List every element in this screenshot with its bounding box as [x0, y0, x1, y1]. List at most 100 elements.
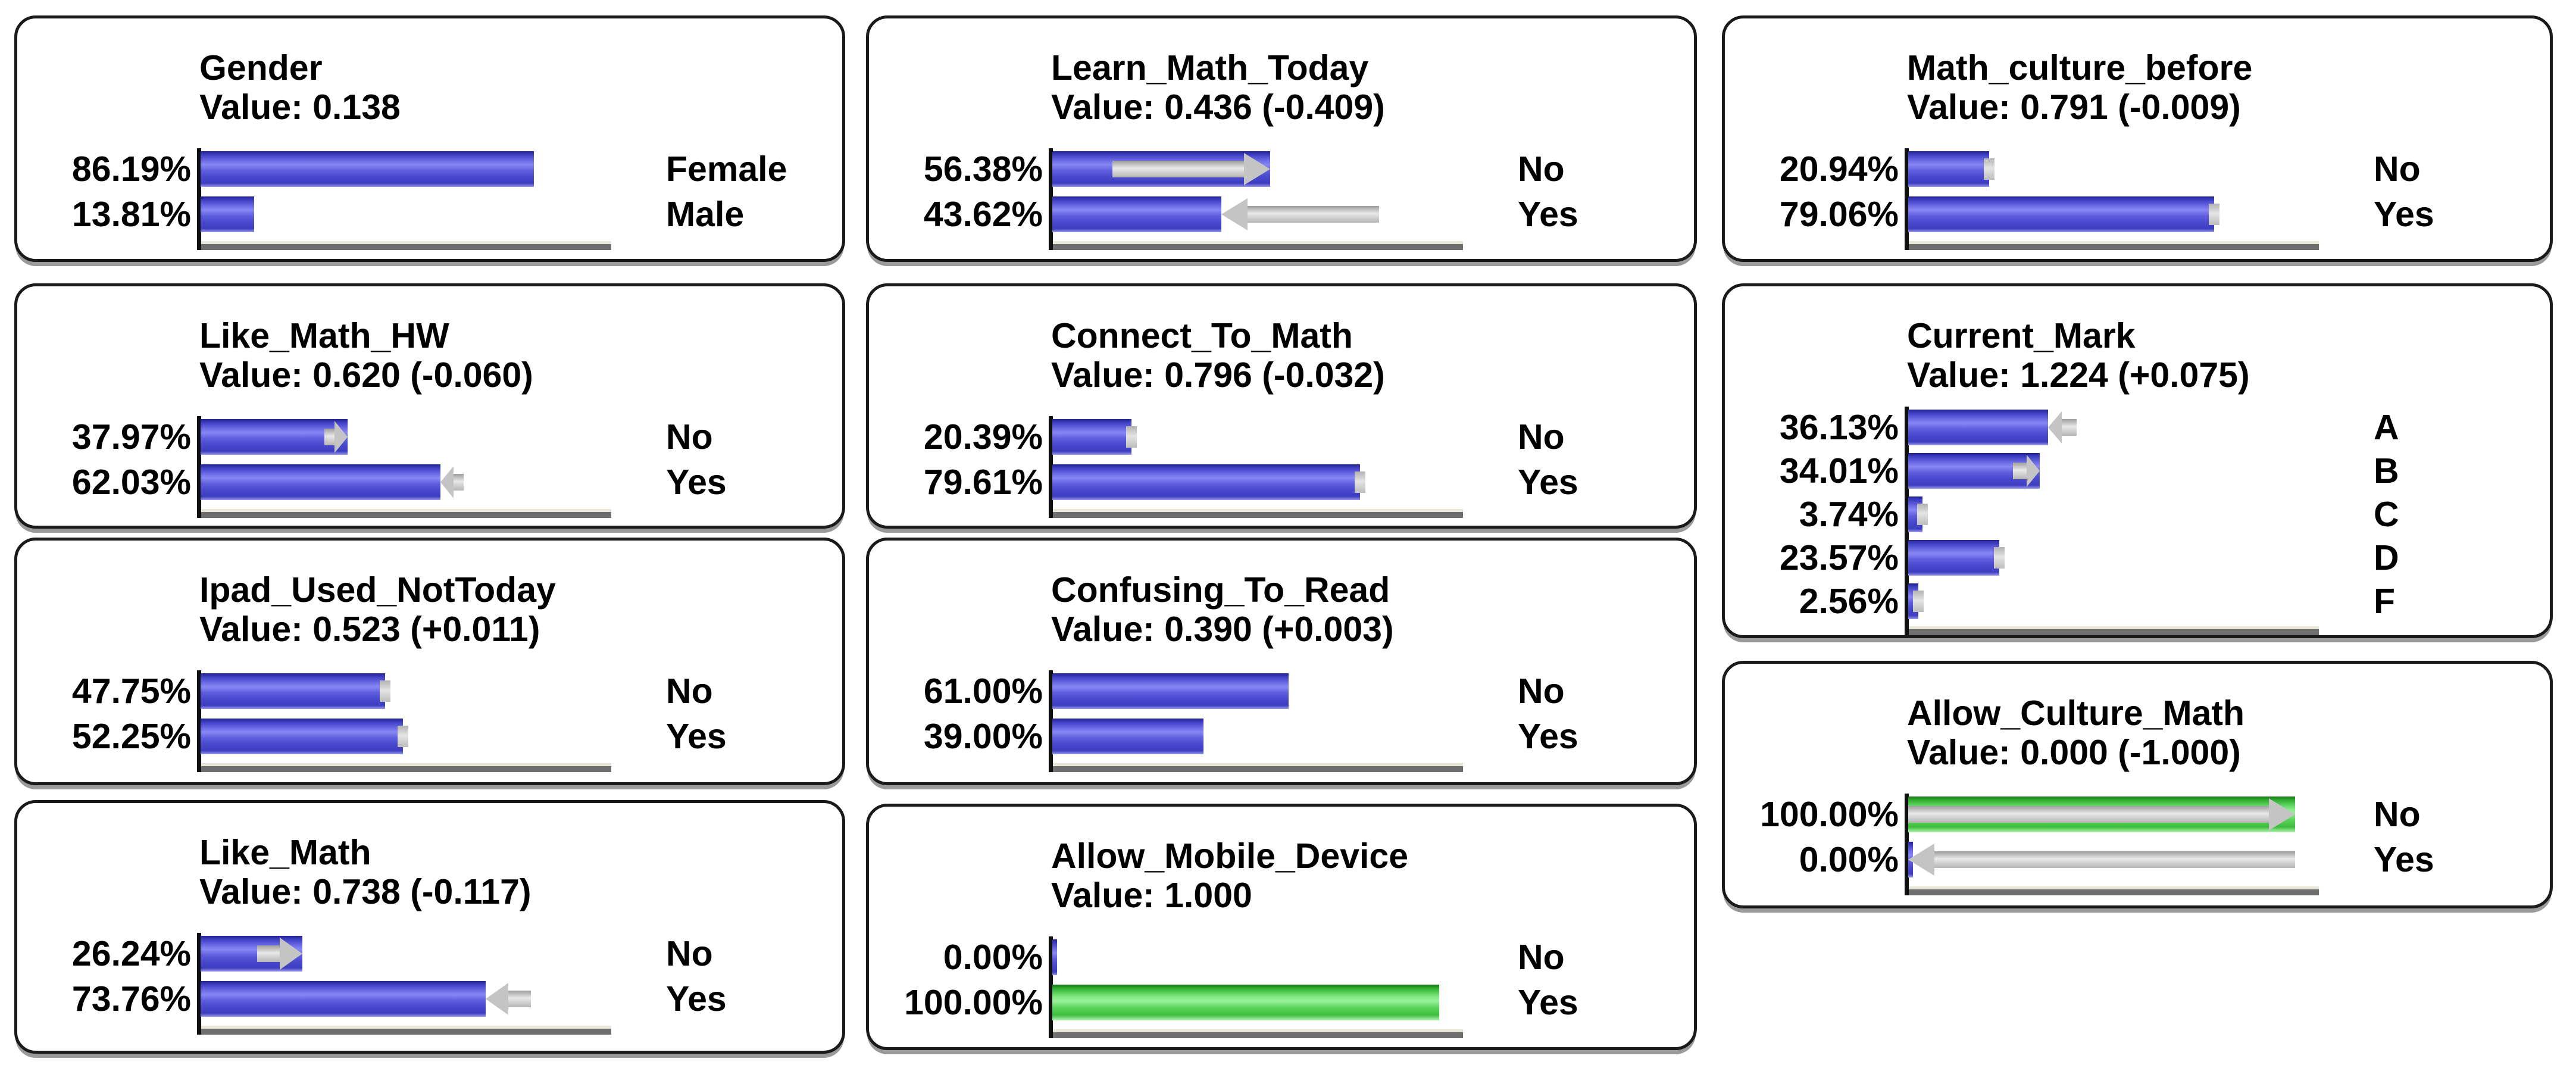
- probability-bar-track[interactable]: [1052, 673, 1439, 710]
- probability-bar[interactable]: [201, 719, 403, 754]
- probability-bar-track[interactable]: [1908, 196, 2295, 233]
- probability-bar[interactable]: [201, 419, 348, 455]
- change-tick-icon: [397, 726, 408, 747]
- probability-bar[interactable]: [1052, 939, 1057, 975]
- probability-bar-track[interactable]: [201, 418, 587, 455]
- probability-bar[interactable]: [1908, 410, 2048, 445]
- node-name: Confusing_To_Read: [1051, 570, 1390, 610]
- probability-bar-track[interactable]: [1052, 464, 1439, 501]
- probability-bar-track[interactable]: [1908, 841, 2295, 878]
- probability-label: 37.97%: [71, 417, 191, 457]
- probability-bar[interactable]: [1052, 419, 1131, 455]
- state-row: 56.38% No: [881, 151, 1694, 188]
- probability-bar-track[interactable]: [1908, 452, 2295, 489]
- state-row: 20.39% No: [881, 418, 1694, 455]
- probability-label: 20.94%: [1779, 149, 1899, 189]
- probability-label: 36.13%: [1779, 408, 1899, 447]
- state-row: 52.25% Yes: [29, 718, 842, 755]
- probability-bar[interactable]: [1052, 985, 1439, 1020]
- probability-bar[interactable]: [1052, 196, 1221, 232]
- state-row: 34.01% B: [1737, 451, 2550, 491]
- node-panel-ipad-used-nottoday[interactable]: Ipad_Used_NotToday Value: 0.523 (+0.011)…: [14, 538, 845, 785]
- probability-bar[interactable]: [1908, 196, 2214, 232]
- probability-label: 0.00%: [943, 938, 1043, 977]
- probability-chart: 36.13% A 34.01% B 3.74% C 23.57% D 2.56% F: [1737, 407, 2550, 635]
- node-value: Value: 0.796 (-0.032): [1051, 355, 1385, 395]
- axis-line: [1049, 936, 1053, 1038]
- probability-bar[interactable]: [201, 196, 254, 232]
- node-panel-learn-math-today[interactable]: Learn_Math_Today Value: 0.436 (-0.409) 5…: [866, 15, 1697, 262]
- baseline: [201, 509, 611, 518]
- probability-label: 23.57%: [1779, 538, 1899, 577]
- probability-bar-track[interactable]: [201, 935, 587, 972]
- probability-bar-track[interactable]: [1908, 583, 2295, 620]
- probability-chart: 61.00% No 39.00% Yes: [881, 670, 1694, 772]
- probability-bar-track[interactable]: [1908, 539, 2295, 576]
- node-panel-connect-to-math[interactable]: Connect_To_Math Value: 0.796 (-0.032) 20…: [866, 283, 1697, 529]
- node-title-block: Learn_Math_Today Value: 0.436 (-0.409): [1051, 48, 1694, 127]
- node-panel-like-math[interactable]: Like_Math Value: 0.738 (-0.117) 26.24% No…: [14, 800, 845, 1054]
- probability-bar-track[interactable]: [201, 718, 587, 755]
- node-title-block: Connect_To_Math Value: 0.796 (-0.032): [1051, 316, 1694, 395]
- state-row: 73.76% Yes: [29, 980, 842, 1017]
- node-panel-like-math-hw[interactable]: Like_Math_HW Value: 0.620 (-0.060) 37.97…: [14, 283, 845, 529]
- probability-bar-track[interactable]: [201, 196, 587, 233]
- probability-label: 79.06%: [1779, 195, 1899, 234]
- probability-bar-track[interactable]: [1908, 409, 2295, 446]
- node-panel-gender[interactable]: Gender Value: 0.138 86.19% Female 13.81% Ma…: [14, 15, 845, 262]
- probability-bar[interactable]: [201, 673, 386, 709]
- node-title-block: Math_culture_before Value: 0.791 (-0.009…: [1907, 48, 2550, 127]
- probability-bar-track[interactable]: [1052, 151, 1439, 188]
- probability-bar-track[interactable]: [201, 980, 587, 1017]
- probability-bar-track[interactable]: [1908, 151, 2295, 188]
- probability-bar[interactable]: [201, 981, 486, 1017]
- change-arrow-right-icon: [1112, 152, 1271, 186]
- change-arrow-left-icon: [1908, 843, 2295, 876]
- probability-bar[interactable]: [1052, 673, 1289, 709]
- probability-bar[interactable]: [1908, 151, 1990, 187]
- probability-bar-track[interactable]: [1052, 418, 1439, 455]
- probability-bar-track[interactable]: [1908, 496, 2295, 533]
- probability-label: 52.25%: [71, 717, 191, 756]
- probability-bar[interactable]: [201, 464, 441, 500]
- baseline: [1908, 626, 2319, 635]
- probability-bar[interactable]: [1052, 464, 1361, 500]
- node-panel-confusing-to-read[interactable]: Confusing_To_Read Value: 0.390 (+0.003) …: [866, 538, 1697, 785]
- node-panel-current-mark[interactable]: Current_Mark Value: 1.224 (+0.075) 36.13…: [1722, 283, 2553, 638]
- probability-bar-track[interactable]: [1908, 796, 2295, 833]
- axis-line: [1905, 407, 1909, 635]
- probability-bar[interactable]: [1052, 719, 1203, 754]
- node-title-block: Ipad_Used_NotToday Value: 0.523 (+0.011): [199, 570, 842, 649]
- probability-bar-track[interactable]: [1052, 984, 1439, 1021]
- state-label: No: [1518, 149, 1565, 189]
- state-label: Yes: [2374, 840, 2434, 879]
- probability-label: 100.00%: [904, 983, 1043, 1022]
- change-tick-icon: [1126, 426, 1137, 448]
- node-panel-math-culture-before[interactable]: Math_culture_before Value: 0.791 (-0.009…: [1722, 15, 2553, 262]
- node-panel-allow-culture-math[interactable]: Allow_Culture_Math Value: 0.000 (-1.000)…: [1722, 661, 2553, 908]
- probability-bar-track[interactable]: [1052, 939, 1439, 976]
- change-arrow-right-icon: [2012, 454, 2040, 488]
- probability-bar[interactable]: [1908, 540, 2000, 576]
- probability-bar-track[interactable]: [201, 151, 587, 188]
- baseline: [201, 763, 611, 772]
- probability-bar[interactable]: [201, 151, 534, 187]
- node-title-block: Allow_Culture_Math Value: 0.000 (-1.000): [1907, 694, 2550, 772]
- change-arrow-right-icon: [257, 937, 302, 970]
- baseline: [1052, 763, 1463, 772]
- state-label: No: [1518, 417, 1565, 457]
- probability-chart: 20.39% No 79.61% Yes: [881, 416, 1694, 518]
- probability-bar-track[interactable]: [201, 673, 587, 710]
- axis-line: [197, 416, 201, 518]
- node-panel-allow-mobile-device[interactable]: Allow_Mobile_Device Value: 1.000 0.00% No…: [866, 804, 1697, 1050]
- node-name: Current_Mark: [1907, 316, 2136, 355]
- state-label: B: [2374, 451, 2399, 491]
- probability-bar-track[interactable]: [201, 464, 587, 501]
- probability-bar-track[interactable]: [1052, 196, 1439, 233]
- change-tick-icon: [2208, 204, 2219, 225]
- state-row: 62.03% Yes: [29, 464, 842, 501]
- probability-bar-track[interactable]: [1052, 718, 1439, 755]
- probability-chart: 0.00% No 100.00% Yes: [881, 936, 1694, 1038]
- state-row: 20.94% No: [1737, 151, 2550, 188]
